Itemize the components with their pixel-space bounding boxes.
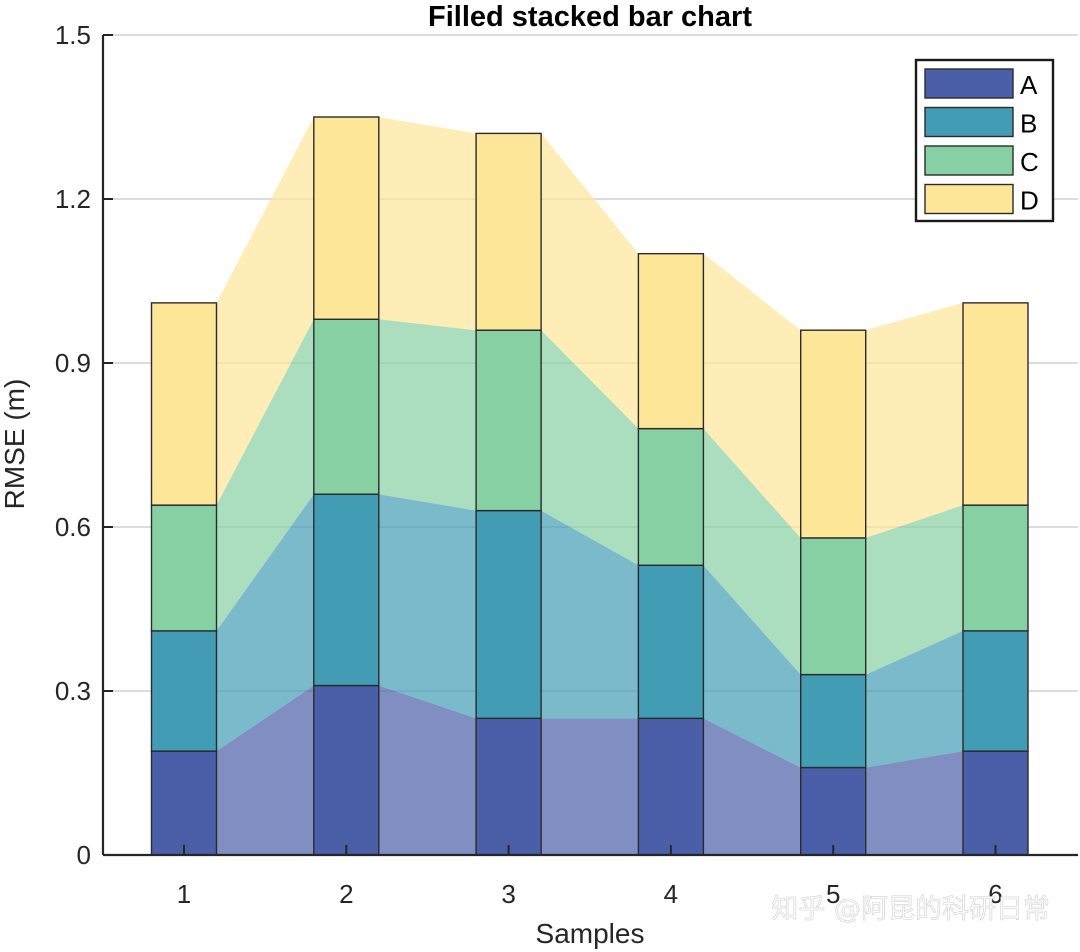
- y-tick-label: 0.6: [55, 512, 91, 542]
- bar-D-4: [637, 252, 705, 430]
- area-fill-D: [703, 253, 801, 538]
- bar-layer: [150, 116, 1029, 856]
- legend-label-D: D: [1020, 186, 1039, 216]
- area-fill-C: [541, 330, 639, 566]
- legend-label-C: C: [1020, 147, 1039, 177]
- axis-layer: 0 0.3 0.6 0.9 1.2 1.5 1 2 3 4 5 6: [55, 20, 1078, 909]
- area-fill-A: [865, 751, 963, 855]
- bar-C-1: [150, 504, 218, 632]
- area-fill-D: [541, 133, 639, 429]
- area-fill-C: [703, 428, 801, 675]
- bar-C-2: [313, 318, 380, 495]
- bar-B-3: [475, 509, 542, 720]
- x-tick-label: 4: [664, 879, 678, 909]
- area-fill-B: [378, 494, 477, 719]
- legend-swatch-C: [924, 145, 1014, 176]
- bar-C-5: [800, 537, 867, 676]
- area-fill-D: [865, 302, 963, 538]
- y-tick-label: 0: [77, 840, 91, 870]
- bar-D-3: [475, 132, 542, 331]
- watermark: 知乎 @阿昆的科研日常: [771, 894, 1050, 925]
- y-tick-label: 0.3: [55, 676, 91, 706]
- bar-A-5: [800, 766, 867, 856]
- area-fill-D: [378, 117, 477, 331]
- legend-swatch-B: [924, 106, 1014, 138]
- x-tick-label: 6: [988, 879, 1002, 909]
- bar-B-5: [800, 673, 867, 769]
- area-fill-B: [216, 494, 314, 752]
- bar-D-5: [800, 329, 867, 539]
- bar-D-1: [150, 302, 218, 506]
- bar-A-1: [150, 750, 218, 856]
- area-fill-B: [541, 510, 639, 719]
- legend-swatch-D: [924, 183, 1014, 215]
- area-fill-B: [865, 630, 963, 768]
- area-fill-A: [541, 718, 639, 855]
- x-tick-label: 5: [826, 879, 840, 909]
- bar-A-6: [962, 750, 1029, 856]
- bar-A-4: [637, 717, 705, 856]
- area-fill-C: [865, 505, 963, 675]
- bar-B-6: [962, 630, 1029, 752]
- x-axis-title: Samples: [536, 918, 645, 949]
- legend-swatch-A: [924, 68, 1014, 99]
- x-tick-label: 3: [501, 879, 515, 909]
- y-tick-label: 0.9: [55, 348, 91, 378]
- bar-C-6: [962, 504, 1029, 632]
- area-fill-C: [216, 319, 314, 631]
- chart-title: Filled stacked bar chart: [428, 1, 752, 33]
- bar-B-2: [313, 493, 380, 687]
- bar-A-3: [475, 717, 542, 856]
- bar-B-1: [150, 630, 218, 752]
- bar-D-6: [962, 302, 1029, 506]
- area-fill-B: [703, 565, 801, 768]
- y-axis-title: RMSE (m): [0, 379, 30, 510]
- area-fill-C: [378, 319, 477, 511]
- area-fill-A: [216, 685, 314, 855]
- area-fill-D: [216, 117, 314, 506]
- x-tick-label: 2: [339, 879, 353, 909]
- bar-B-4: [637, 564, 705, 720]
- bar-A-2: [313, 684, 380, 856]
- y-tick-label: 1.5: [55, 20, 91, 50]
- area-fill-A: [703, 718, 801, 855]
- bar-D-2: [313, 116, 380, 320]
- x-tick-label: 1: [177, 879, 191, 909]
- bar-C-4: [637, 427, 705, 566]
- legend-label-B: B: [1020, 109, 1037, 139]
- area-fill-A: [378, 685, 477, 855]
- area-fill-layer: [216, 117, 963, 855]
- legend-label-A: A: [1020, 70, 1038, 100]
- y-tick-label: 1.2: [55, 184, 91, 214]
- bar-C-3: [475, 329, 542, 512]
